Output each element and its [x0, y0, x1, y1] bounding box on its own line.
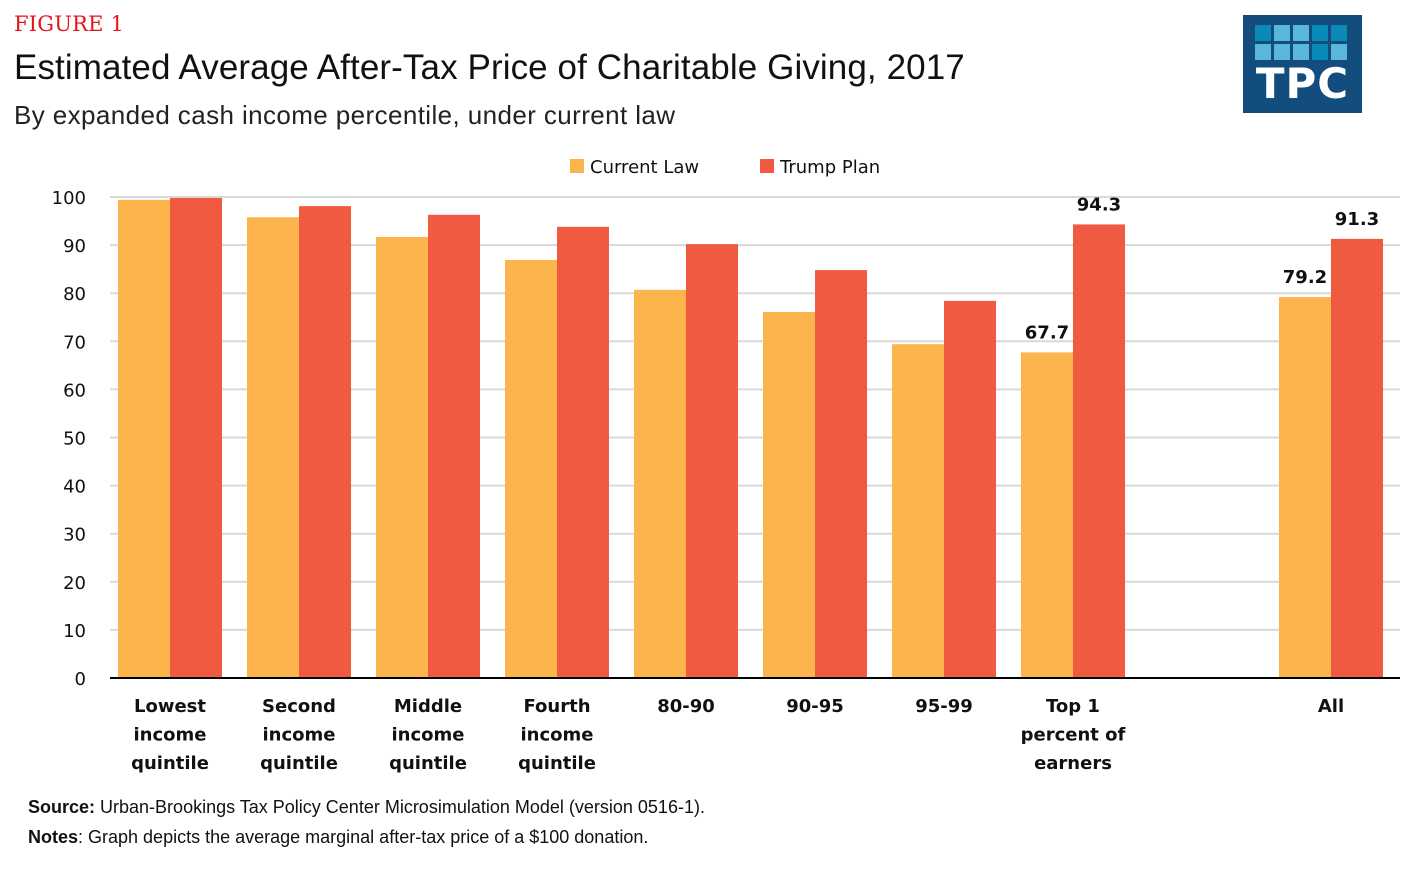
- notes: Notes: Graph depicts the average margina…: [28, 827, 648, 848]
- x-tick-label: Top 1: [1046, 696, 1100, 717]
- logo-tile: [1293, 44, 1309, 60]
- x-tick-label: income: [521, 725, 594, 746]
- y-tick-label: 0: [75, 669, 86, 690]
- notes-label: Notes: [28, 827, 79, 847]
- logo-tile: [1331, 25, 1347, 41]
- data-label: 67.7: [1025, 322, 1069, 343]
- bar-trump-plan: [557, 226, 609, 678]
- bar-trump-plan: [686, 244, 738, 678]
- x-tick-label: percent of: [1021, 725, 1126, 746]
- legend-label: Trump Plan: [779, 157, 880, 178]
- bar-current-law: [1021, 352, 1073, 678]
- logo-tile: [1312, 44, 1328, 60]
- bar-current-law: [763, 311, 815, 678]
- x-tick-label: quintile: [518, 753, 596, 774]
- y-tick-label: 60: [63, 380, 86, 401]
- x-tick-label: 80-90: [657, 696, 715, 717]
- logo-tile: [1293, 25, 1309, 41]
- x-tick-label: 95-99: [915, 696, 973, 717]
- y-tick-label: 90: [63, 236, 86, 257]
- y-tick-label: 30: [63, 525, 86, 546]
- x-tick-label: All: [1318, 696, 1344, 717]
- logo-text: TPC: [1255, 59, 1350, 108]
- data-label: 79.2: [1283, 267, 1327, 288]
- x-tick-label: Fourth: [523, 696, 590, 717]
- bar-current-law: [634, 289, 686, 678]
- bar-chart: 0 10 20 30 40 50 60 70 80 90 100 Lowest income quinti…: [52, 157, 1400, 774]
- logo-tile: [1255, 25, 1271, 41]
- data-label: 94.3: [1077, 194, 1121, 215]
- source-note: Source: Urban-Brookings Tax Policy Cente…: [28, 797, 705, 818]
- x-tick-label: quintile: [389, 753, 467, 774]
- bar-current-law: [376, 236, 428, 678]
- y-tick-label: 10: [63, 621, 86, 642]
- x-tick-label: earners: [1034, 753, 1112, 774]
- x-tick-label: 90-95: [786, 696, 844, 717]
- chart-subtitle: By expanded cash income percentile, unde…: [14, 100, 676, 130]
- bar-trump-plan: [1331, 238, 1383, 679]
- x-tick-label: quintile: [260, 753, 338, 774]
- logo-tile: [1331, 44, 1347, 60]
- x-tick-label: Lowest: [134, 696, 206, 717]
- y-tick-label: 70: [63, 332, 86, 353]
- bar-current-law: [118, 199, 170, 679]
- x-tick-label: income: [134, 725, 207, 746]
- bar-trump-plan: [1073, 224, 1125, 678]
- logo-tile: [1255, 44, 1271, 60]
- bar-trump-plan: [944, 300, 996, 678]
- y-tick-label: 40: [63, 477, 86, 498]
- logo-tile: [1274, 25, 1290, 41]
- x-tick-label: quintile: [131, 753, 209, 774]
- bar-current-law: [247, 217, 299, 678]
- data-label: 91.3: [1335, 209, 1379, 230]
- x-tick-label: Middle: [394, 696, 462, 717]
- y-tick-label: 80: [63, 284, 86, 305]
- logo-tile: [1274, 44, 1290, 60]
- bar-trump-plan: [815, 270, 867, 678]
- y-tick-label: 100: [52, 188, 86, 209]
- legend-label: Current Law: [590, 157, 699, 178]
- y-tick-label: 20: [63, 573, 86, 594]
- bar-trump-plan: [170, 197, 222, 678]
- bar-trump-plan: [299, 206, 351, 678]
- x-tick-label: income: [392, 725, 465, 746]
- bar-trump-plan: [428, 214, 480, 678]
- bar-current-law: [892, 344, 944, 678]
- legend-swatch: [570, 159, 584, 173]
- logo-tile-grid: [1255, 25, 1347, 60]
- tpc-logo: TPC: [1243, 15, 1362, 113]
- source-text: Urban-Brookings Tax Policy Center Micros…: [95, 797, 705, 817]
- figure-label: FIGURE 1: [14, 12, 125, 36]
- x-tick-label: Second: [262, 696, 336, 717]
- source-label: Source:: [28, 797, 96, 817]
- x-tick-label: income: [263, 725, 336, 746]
- bar-current-law: [1279, 297, 1331, 678]
- chart-title: Estimated Average After-Tax Price of Cha…: [14, 48, 965, 87]
- legend-swatch: [760, 159, 774, 173]
- notes-text: : Graph depicts the average marginal aft…: [78, 827, 649, 847]
- bar-current-law: [505, 260, 557, 678]
- y-tick-label: 50: [63, 429, 86, 450]
- logo-tile: [1312, 25, 1328, 41]
